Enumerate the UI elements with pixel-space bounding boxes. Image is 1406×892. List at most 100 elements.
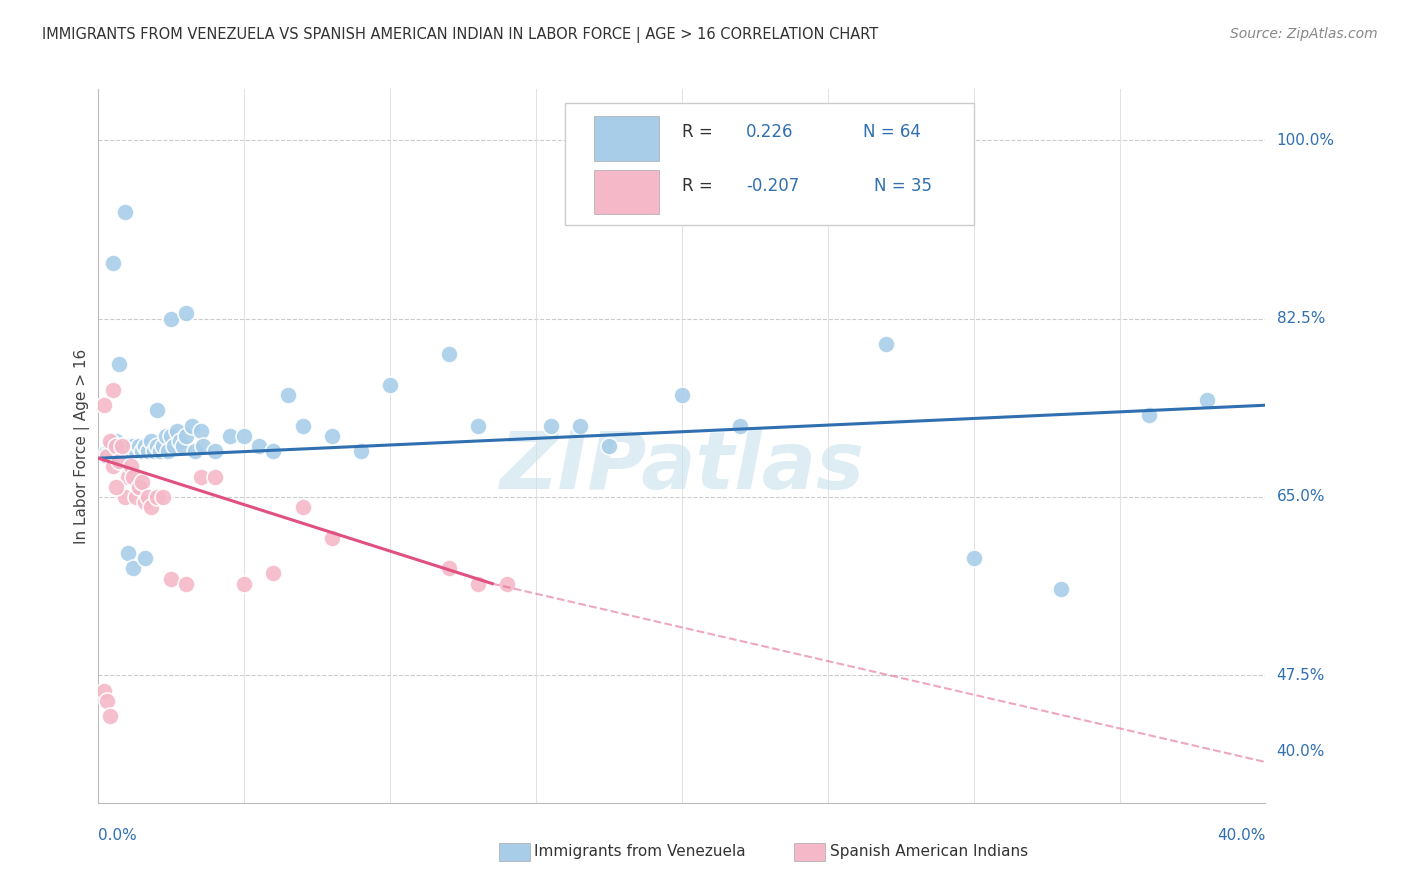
Point	[321, 429, 343, 443]
Point	[174, 429, 197, 443]
Point	[962, 551, 984, 566]
Point	[467, 576, 489, 591]
Point	[117, 439, 139, 453]
Point	[98, 439, 121, 453]
Point	[131, 475, 153, 489]
Point	[136, 444, 159, 458]
Text: Source: ZipAtlas.com: Source: ZipAtlas.com	[1230, 27, 1378, 41]
Point	[218, 429, 240, 443]
Point	[291, 418, 314, 433]
FancyBboxPatch shape	[565, 103, 973, 225]
Point	[134, 551, 156, 566]
Point	[111, 439, 134, 453]
Bar	[595, 169, 658, 214]
Point	[108, 454, 131, 468]
Point	[128, 480, 150, 494]
Point	[120, 459, 142, 474]
Point	[321, 531, 343, 545]
Point	[728, 418, 751, 433]
Text: R =: R =	[682, 123, 718, 141]
Text: 47.5%: 47.5%	[1277, 668, 1324, 683]
Point	[163, 439, 186, 453]
Point	[174, 306, 197, 320]
Point	[1050, 582, 1073, 596]
Point	[101, 449, 124, 463]
Text: Immigrants from Venezuela: Immigrants from Venezuela	[534, 845, 747, 859]
Text: ZIPatlas: ZIPatlas	[499, 428, 865, 507]
Point	[117, 546, 139, 560]
Point	[160, 572, 183, 586]
Point	[495, 576, 517, 591]
Point	[93, 683, 115, 698]
Text: 65.0%: 65.0%	[1277, 490, 1324, 505]
Point	[262, 566, 284, 581]
Point	[568, 418, 591, 433]
Point	[190, 424, 212, 438]
Point	[169, 434, 191, 448]
Text: 82.5%: 82.5%	[1277, 311, 1324, 326]
Point	[114, 490, 136, 504]
Point	[204, 444, 226, 458]
Point	[183, 444, 205, 458]
Point	[277, 388, 299, 402]
Text: Spanish American Indians: Spanish American Indians	[830, 845, 1028, 859]
Point	[108, 358, 131, 372]
Point	[134, 439, 156, 453]
Point	[120, 444, 142, 458]
Point	[233, 576, 256, 591]
Point	[204, 469, 226, 483]
Text: 100.0%: 100.0%	[1277, 133, 1334, 148]
Point	[146, 490, 169, 504]
Point	[98, 434, 121, 448]
Text: -0.207: -0.207	[747, 177, 800, 194]
Text: N = 64: N = 64	[863, 123, 921, 141]
Point	[104, 434, 127, 448]
Point	[160, 311, 183, 326]
Point	[467, 418, 489, 433]
Point	[291, 500, 314, 515]
Point	[166, 424, 188, 438]
Point	[160, 429, 183, 443]
Point	[114, 444, 136, 458]
Text: 0.226: 0.226	[747, 123, 793, 141]
Point	[174, 576, 197, 591]
Text: R =: R =	[682, 177, 718, 194]
Point	[128, 480, 150, 494]
Point	[111, 439, 134, 453]
Point	[540, 418, 562, 433]
Point	[146, 403, 169, 417]
Point	[114, 204, 136, 219]
Point	[122, 561, 145, 575]
Point	[134, 495, 156, 509]
Point	[139, 434, 162, 448]
Point	[125, 444, 148, 458]
Point	[437, 347, 460, 361]
Point	[152, 439, 174, 453]
Point	[131, 444, 153, 458]
Point	[104, 480, 127, 494]
Text: N = 35: N = 35	[875, 177, 932, 194]
Point	[671, 388, 693, 402]
Point	[96, 449, 118, 463]
Point	[108, 444, 131, 458]
Text: 40.0%: 40.0%	[1277, 744, 1324, 759]
Point	[180, 418, 202, 433]
Point	[262, 444, 284, 458]
Point	[350, 444, 373, 458]
Point	[146, 439, 169, 453]
Point	[104, 439, 127, 453]
Point	[152, 490, 174, 504]
Text: 0.0%: 0.0%	[98, 828, 138, 843]
Point	[1137, 409, 1160, 423]
Text: IMMIGRANTS FROM VENEZUELA VS SPANISH AMERICAN INDIAN IN LABOR FORCE | AGE > 16 C: IMMIGRANTS FROM VENEZUELA VS SPANISH AME…	[42, 27, 879, 43]
Point	[437, 561, 460, 575]
Point	[96, 694, 118, 708]
Point	[125, 490, 148, 504]
Point	[598, 439, 620, 453]
Point	[122, 439, 145, 453]
Point	[875, 337, 897, 351]
Point	[139, 500, 162, 515]
Point	[155, 429, 177, 443]
Point	[98, 709, 121, 723]
Point	[157, 444, 180, 458]
